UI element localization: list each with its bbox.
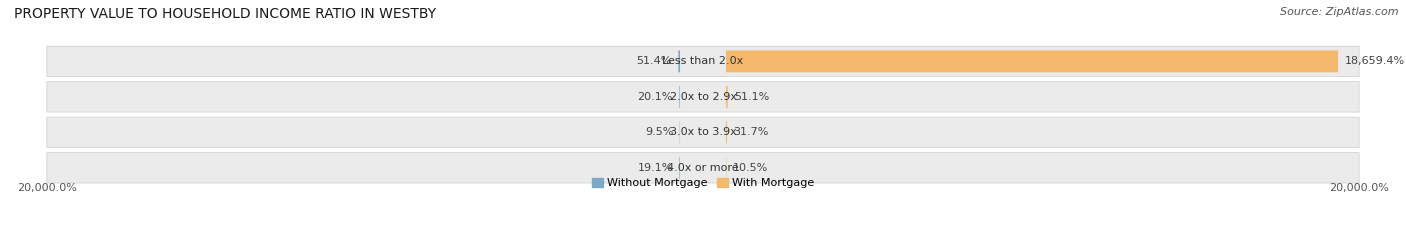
Text: 2.0x to 2.9x: 2.0x to 2.9x [669,92,737,102]
FancyBboxPatch shape [725,50,1339,72]
FancyBboxPatch shape [678,50,681,72]
Text: 20,000.0%: 20,000.0% [1329,183,1389,193]
Text: 19.1%: 19.1% [637,163,673,173]
FancyBboxPatch shape [46,117,1360,147]
Legend: Without Mortgage, With Mortgage: Without Mortgage, With Mortgage [592,178,814,188]
FancyBboxPatch shape [46,82,1360,112]
Text: PROPERTY VALUE TO HOUSEHOLD INCOME RATIO IN WESTBY: PROPERTY VALUE TO HOUSEHOLD INCOME RATIO… [14,7,436,21]
Text: Source: ZipAtlas.com: Source: ZipAtlas.com [1281,7,1399,17]
Text: 20.1%: 20.1% [637,92,673,102]
Text: 20,000.0%: 20,000.0% [17,183,77,193]
Text: 4.0x or more: 4.0x or more [668,163,738,173]
Text: 10.5%: 10.5% [733,163,768,173]
Text: 9.5%: 9.5% [645,127,673,137]
Text: 3.0x to 3.9x: 3.0x to 3.9x [669,127,737,137]
Text: 51.4%: 51.4% [637,56,672,66]
Text: 51.1%: 51.1% [734,92,769,102]
Text: 31.7%: 31.7% [734,127,769,137]
Text: Less than 2.0x: Less than 2.0x [662,56,744,66]
FancyBboxPatch shape [46,153,1360,183]
FancyBboxPatch shape [46,46,1360,77]
Text: 18,659.4%: 18,659.4% [1344,56,1405,66]
FancyBboxPatch shape [725,86,728,108]
